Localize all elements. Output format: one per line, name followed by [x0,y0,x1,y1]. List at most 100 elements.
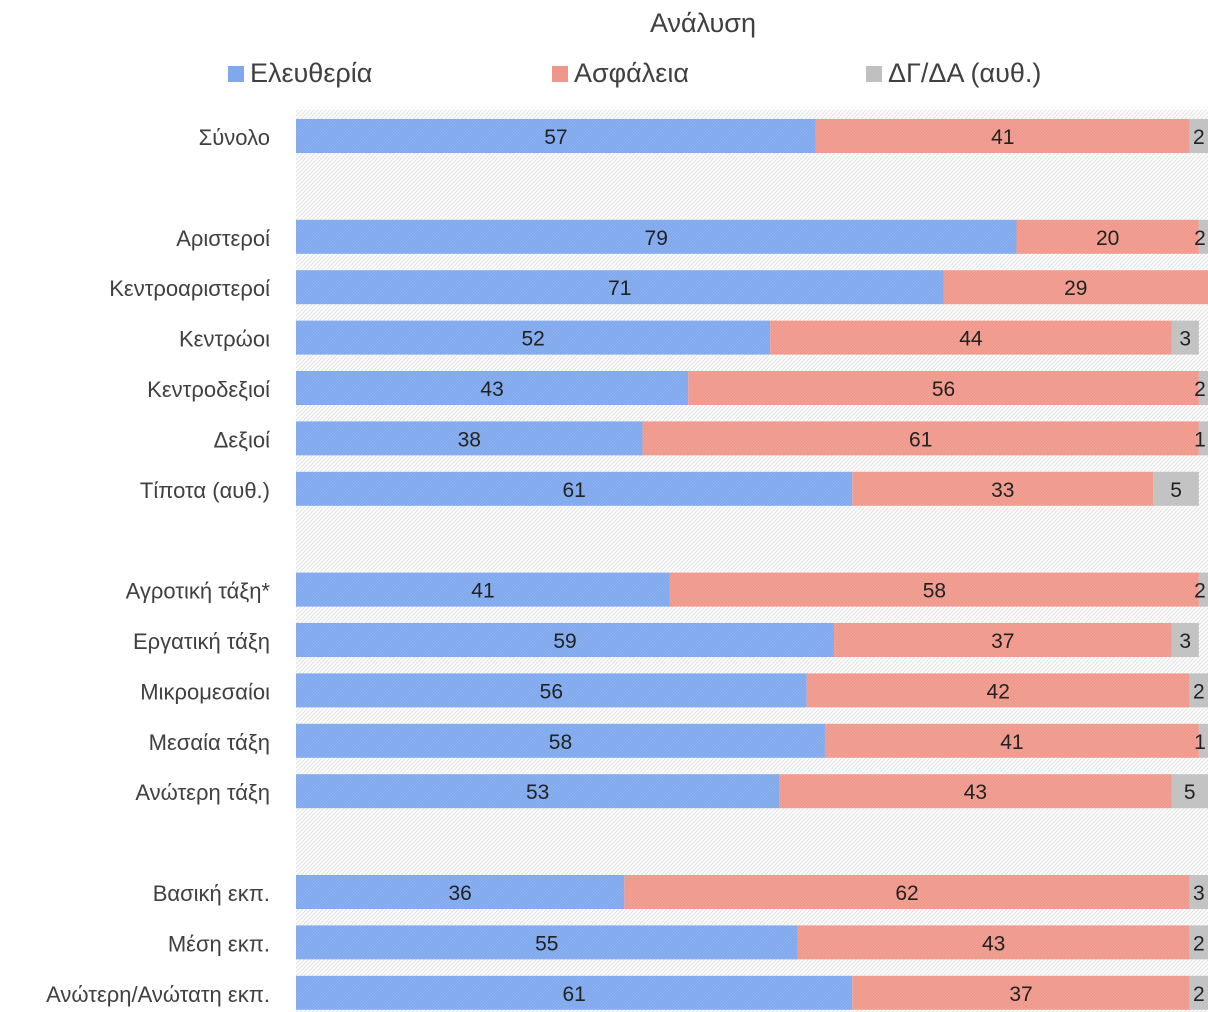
data-label: 2 [1193,932,1205,955]
data-label: 5 [1184,781,1196,804]
legend-swatch-eleftheria [228,65,244,82]
bar-texture [1171,623,1199,657]
bar-texture [834,623,1172,657]
bar-texture [806,673,1190,708]
category-label: Κεντροδεξιοί [147,377,270,402]
bar-texture [296,723,825,758]
data-label: 2 [1193,983,1205,1006]
bar-texture [1198,219,1208,254]
data-label: 3 [1179,630,1191,653]
data-label: 44 [959,328,983,351]
bar-texture [296,270,944,305]
legend-label-dk-na: ΔΓ/ΔΑ (αυθ.) [888,58,1042,88]
legend-item-asfaleia: Ασφάλεια [552,58,689,89]
data-label: 36 [448,882,471,905]
bar-texture [1198,723,1208,758]
data-label: 41 [1000,731,1023,754]
bar-texture [669,572,1199,607]
bar-texture [1171,320,1199,355]
bar-texture [642,421,1199,456]
bar-texture [1189,925,1208,960]
data-label: 38 [458,428,481,451]
bar-texture [296,572,670,607]
category-label: Ανώτερη/Ανώτατη εκπ. [46,982,270,1007]
data-label: 58 [549,731,572,754]
bar-texture [1153,471,1199,506]
data-label: 61 [909,428,932,451]
data-label: 53 [526,781,549,804]
data-label: 79 [645,227,668,250]
data-label: 71 [608,277,631,300]
legend: Ελευθερία Ασφάλεια ΔΓ/ΔΑ (αυθ.) [0,58,1208,94]
data-label: 43 [480,378,503,401]
category-label: Μέση εκπ. [168,931,270,956]
category-label: Βασική εκπ. [153,881,270,906]
bar-texture [296,119,816,153]
bar-texture [770,320,1172,355]
bar-texture [296,421,643,456]
data-label: 41 [991,126,1014,149]
data-label: 2 [1193,126,1205,149]
category-label: Εργατική τάξη [133,629,270,654]
legend-swatch-dk-na [866,65,882,82]
plot-area [296,110,1208,1012]
data-label: 1 [1194,428,1206,451]
data-label: 5 [1170,479,1182,502]
bar-texture [824,723,1199,758]
bar-texture [296,320,771,355]
category-label: Κεντρώοι [179,327,270,352]
category-label: Μεσαία τάξη [149,730,270,755]
bar-texture [296,925,798,960]
data-label: 42 [987,680,1010,703]
data-label: 33 [991,479,1014,502]
bar-texture [1189,975,1208,1010]
category-label: Ανώτερη τάξη [135,780,270,805]
bar-texture [296,371,689,405]
legend-swatch-asfaleia [552,65,568,82]
data-label: 59 [553,630,576,653]
bar-texture [943,270,1208,305]
category-label: Αγροτική τάξη* [126,579,271,604]
bar-texture [1198,371,1208,405]
data-label: 37 [1009,983,1032,1006]
data-label: 1 [1194,731,1206,754]
bar-texture [852,471,1154,506]
category-label: Μικρομεσαίοι [140,679,270,704]
category-label: Σύνολο [199,125,270,150]
bar-texture [1189,875,1208,909]
data-label: 61 [562,479,585,502]
data-label: 58 [923,580,946,603]
data-label: 20 [1096,227,1119,250]
bar-texture [1189,119,1208,153]
data-label: 2 [1194,580,1206,603]
bar-texture [624,875,1190,909]
legend-item-eleftheria: Ελευθερία [228,58,372,89]
bar-texture [296,975,853,1010]
category-label: Κεντροαριστεροί [109,276,270,301]
data-label: 41 [471,580,494,603]
bar-texture [852,975,1190,1010]
bar-texture [688,371,1199,405]
bar-texture [296,471,853,506]
data-label: 3 [1179,328,1191,351]
data-label: 29 [1064,277,1087,300]
data-label: 43 [982,932,1005,955]
bar-texture [1198,421,1208,456]
category-label: Τίποτα (αυθ.) [140,478,270,503]
bar-texture [1189,673,1208,708]
bar-texture [296,774,780,809]
data-label: 37 [991,630,1014,653]
category-label: Δεξιοί [214,427,270,452]
bar-texture [296,875,625,909]
bar-texture [1198,572,1208,607]
data-label: 43 [964,781,987,804]
data-label: 2 [1194,378,1206,401]
data-label: 56 [932,378,955,401]
legend-item-dk-na: ΔΓ/ΔΑ (αυθ.) [866,58,1041,89]
bar-texture [1171,774,1208,809]
data-label: 3 [1193,882,1205,905]
data-label: 57 [544,126,567,149]
data-label: 56 [540,680,563,703]
bar-texture [797,925,1190,960]
